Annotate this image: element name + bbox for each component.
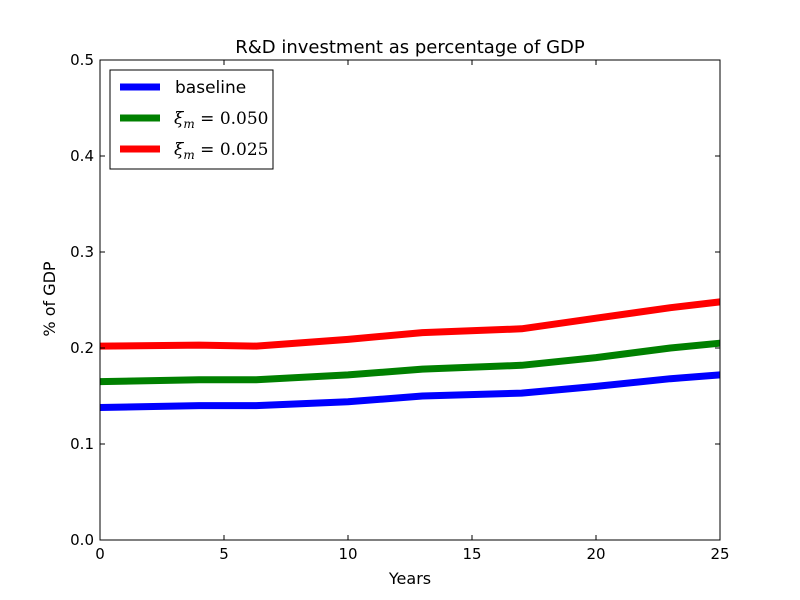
- y-tick-label: 0.4: [70, 147, 94, 165]
- y-tick-label: 0.3: [70, 243, 94, 261]
- legend-label-value: = 0.050: [195, 109, 269, 129]
- legend-label-symbol: ξ: [174, 140, 185, 160]
- x-axis-label: Years: [388, 569, 431, 588]
- legend-label-symbol: ξ: [174, 109, 185, 129]
- x-tick-label: 5: [219, 545, 229, 563]
- x-tick-label: 25: [710, 545, 729, 563]
- x-tick-label: 20: [586, 545, 605, 563]
- legend-label-subscript: m: [183, 117, 194, 131]
- tick-layer: 0 5 10 15 20 25 0.0 0.1 0.2 0.3 0.4 0.5: [70, 51, 729, 563]
- series-line-2: [99, 298, 721, 350]
- series-line-0: [99, 371, 721, 411]
- series-line-1: [99, 339, 721, 386]
- y-tick-label: 0.0: [70, 531, 94, 549]
- plot-frame: [99, 59, 721, 541]
- y-tick-label: 0.5: [70, 51, 94, 69]
- legend-label-0: baseline: [175, 78, 246, 98]
- x-tick-label: 15: [462, 545, 481, 563]
- x-tick-label: 10: [338, 545, 357, 563]
- legend-label-2: ξm = 0.025: [174, 140, 269, 162]
- y-tick-label: 0.1: [70, 435, 94, 453]
- x-tick-label: 0: [95, 545, 105, 563]
- legend-label-1: ξm = 0.050: [174, 109, 269, 131]
- y-tick-label: 0.2: [70, 339, 94, 357]
- y-axis-label: % of GDP: [40, 261, 59, 337]
- legend-label-subscript: m: [183, 148, 194, 162]
- chart-title: R&D investment as percentage of GDP: [235, 37, 585, 58]
- legend-label-value: = 0.025: [195, 140, 269, 160]
- series-layer: [99, 298, 721, 411]
